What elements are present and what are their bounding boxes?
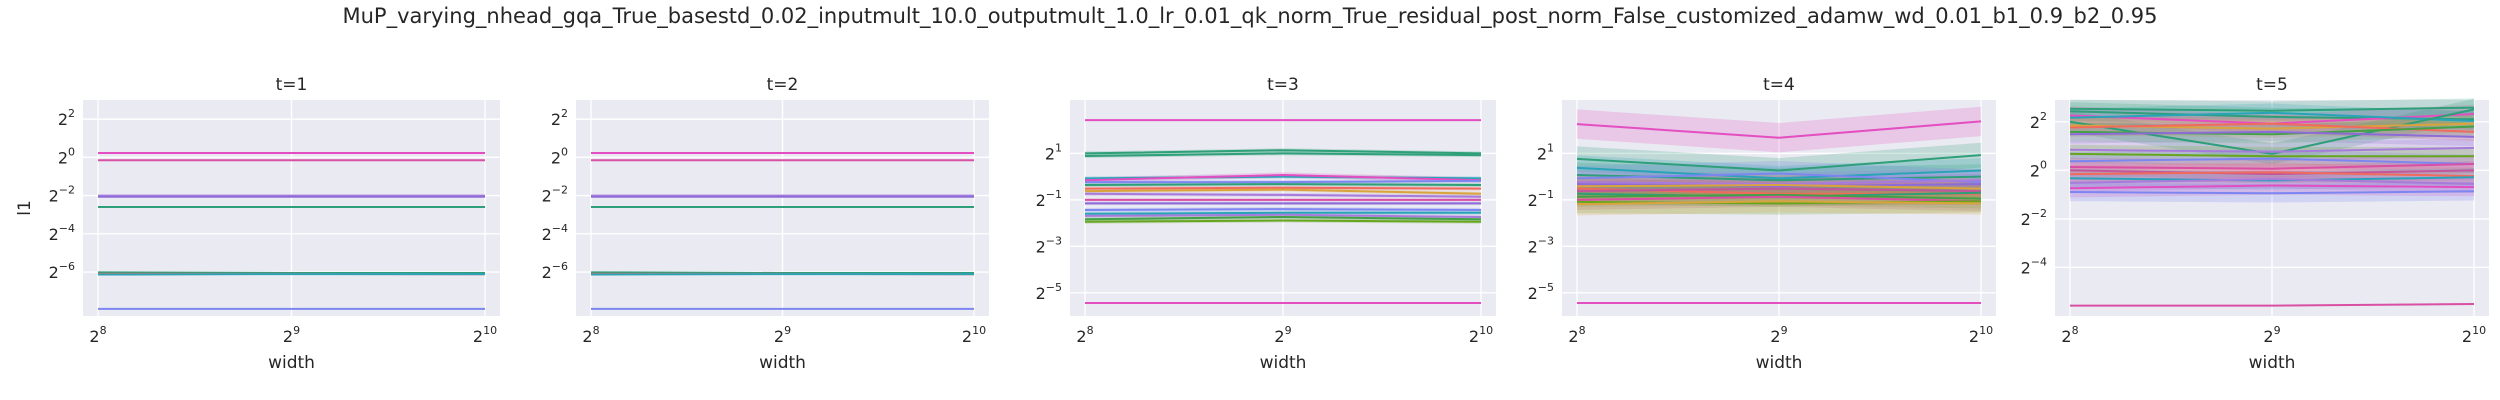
series-line	[1084, 192, 1482, 198]
series-line	[1576, 200, 1982, 206]
y-tick-label: 22	[58, 107, 75, 129]
subplot-3: 21 2−1 2−3 2−5 28 29 210 t=3 width	[1036, 75, 1496, 373]
series-line	[1084, 215, 1482, 221]
x-tick-label: 28	[582, 324, 599, 346]
y-tick-label: 2−3	[1036, 234, 1062, 256]
x-tick-label: 28	[89, 324, 106, 346]
x-axis-label: width	[1260, 353, 1307, 373]
x-tick-label: 29	[774, 324, 791, 346]
series-line	[1084, 188, 1482, 195]
x-tick-label: 28	[1568, 324, 1585, 346]
series-line	[2069, 111, 2475, 122]
series-line	[1084, 219, 1482, 223]
series-line	[1576, 120, 1982, 139]
series-line	[1084, 152, 1482, 157]
subplot-title: t=1	[276, 75, 308, 95]
series-line	[1084, 211, 1481, 215]
series-line	[2069, 184, 2475, 190]
x-axis-label: width	[1756, 353, 1803, 373]
x-axis-label: width	[268, 353, 315, 373]
x-tick-label: 28	[1076, 324, 1093, 346]
series-line	[1084, 149, 1482, 155]
y-tick-label: 2−3	[1528, 234, 1554, 256]
series-line	[1084, 208, 1482, 211]
series-line	[2069, 152, 2474, 158]
y-tick-label: 2−4	[2021, 255, 2047, 277]
series-line	[1084, 186, 1482, 190]
x-tick-label: 210	[1469, 324, 1493, 346]
series-line	[2070, 303, 2475, 307]
subplot-title: t=3	[1267, 75, 1299, 95]
series-line	[1576, 187, 1982, 193]
y-tick-label: 2−5	[1036, 281, 1062, 303]
y-tick-label: 2−2	[2021, 207, 2047, 229]
x-tick-label: 29	[2263, 324, 2280, 346]
y-tick-label: 2−4	[49, 222, 75, 244]
y-tick-label: 20	[2030, 158, 2047, 180]
x-tick-label: 29	[283, 324, 300, 346]
series-line	[1576, 183, 1982, 190]
x-tick-label: 210	[1969, 324, 1993, 346]
subplot-5: 22 20 2−2 2−4 28 29 210 t=5 width	[2021, 75, 2489, 373]
y-tick-label: 2−2	[49, 184, 75, 206]
y-tick-label: 2−1	[1036, 188, 1062, 210]
y-tick-label: 2−6	[49, 260, 75, 282]
series-line	[2069, 106, 2475, 112]
series-line	[2069, 190, 2475, 195]
series-line	[1576, 183, 1982, 188]
subplot-title: t=2	[767, 75, 799, 95]
subplot-title: t=4	[1763, 75, 1795, 95]
x-tick-label: 210	[962, 324, 986, 346]
figure-suptitle: MuP_varying_nhead_gqa_True_basestd_0.02_…	[342, 4, 2158, 28]
x-tick-label: 210	[2462, 324, 2486, 346]
series-line	[2069, 163, 2475, 170]
series-line	[2069, 146, 2475, 153]
y-axis-label: l1	[15, 200, 35, 216]
series-line	[1084, 183, 1482, 186]
y-tick-label: 20	[551, 145, 568, 167]
subplot-2: 22 20 2−2 2−4 2−6 28 29 210 t=2 width	[542, 75, 989, 373]
subplot-1: 22 20 2−2 2−4 2−6 28 29 210 t=1 width l1	[15, 75, 500, 373]
x-tick-label: 210	[473, 324, 497, 346]
series-line	[1084, 173, 1482, 182]
series-line	[1576, 166, 1982, 180]
y-tick-label: 2−1	[1528, 188, 1554, 210]
series-band	[1577, 106, 1981, 153]
x-tick-label: 28	[2061, 324, 2078, 346]
y-tick-label: 21	[1537, 141, 1554, 163]
series-line	[1576, 154, 1982, 172]
y-tick-label: 2−4	[542, 222, 568, 244]
y-tick-label: 2−2	[542, 184, 568, 206]
series-band	[2070, 98, 2474, 165]
series-band	[1577, 186, 1981, 212]
subplot-title: t=5	[2256, 75, 2288, 95]
y-tick-label: 21	[1045, 141, 1062, 163]
series-line	[1084, 213, 1482, 218]
series-line	[1085, 179, 1482, 184]
y-tick-label: 2−6	[542, 260, 568, 282]
series-line	[2069, 157, 2475, 165]
x-axis-label: width	[759, 353, 806, 373]
subplot-4: 21 2−1 2−3 2−5 28 29 210 t=4 width	[1528, 75, 1996, 373]
series-line	[1576, 193, 1982, 200]
series-line	[2069, 176, 2475, 182]
series-line	[2069, 169, 2475, 176]
y-tick-label: 22	[551, 107, 568, 129]
series-line	[2069, 130, 2475, 138]
y-tick-label: 2−5	[1528, 281, 1554, 303]
series-line	[2069, 171, 2475, 178]
y-tick-label: 22	[2030, 110, 2047, 132]
x-tick-label: 29	[1274, 324, 1291, 346]
series-line	[1576, 195, 1982, 203]
x-tick-label: 29	[1770, 324, 1787, 346]
series-band	[1085, 151, 1481, 158]
x-axis-label: width	[2249, 353, 2296, 373]
series-line	[2069, 178, 2475, 185]
series-band	[2070, 102, 2474, 129]
y-tick-label: 20	[58, 145, 75, 167]
series-line	[1576, 172, 1982, 184]
